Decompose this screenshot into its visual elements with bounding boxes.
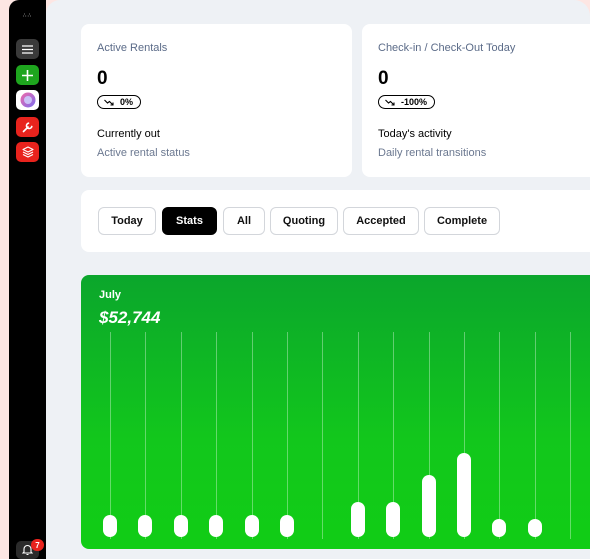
chart-bar[interactable] [209,515,223,537]
tab-stats[interactable]: Stats [162,207,217,235]
chart-gridline [287,332,288,539]
chart-bar[interactable] [245,515,259,537]
trend-value: -100% [401,97,428,107]
chart-bar[interactable] [386,502,400,537]
tab-all[interactable]: All [223,207,265,235]
chart-bar[interactable] [492,519,506,537]
tab-quoting[interactable]: Quoting [270,207,338,235]
tools-button[interactable] [16,117,39,137]
chart-gridline [181,332,182,539]
chart-bar[interactable] [174,515,188,537]
main-content: Active Rentals 0 0% Currently out Active… [46,0,590,559]
chart-bar[interactable] [103,515,117,537]
trend-down-icon [104,99,114,106]
chart-bar[interactable] [528,519,542,537]
chart-gridline [429,332,430,539]
card-value: 0 [97,68,108,89]
card-value: 0 [378,68,389,89]
add-button[interactable] [16,65,39,85]
card-description: Daily rental transitions [378,147,487,159]
avatar-icon [20,92,35,108]
filter-tabs: Today Stats All Quoting Accepted Complet… [81,190,590,252]
chart-gridline [499,332,500,539]
chart-gridline [145,332,146,539]
bell-icon [22,544,33,556]
tab-complete[interactable]: Complete [424,207,500,235]
trend-badge: 0% [97,95,142,109]
chart-gridline [535,332,536,539]
tab-today[interactable]: Today [98,207,156,235]
active-rentals-card: Active Rentals 0 0% Currently out Active… [81,24,352,177]
chart-month: July [99,289,122,301]
monthly-revenue-chart: July $52,744 [81,275,590,549]
chart-gridline [252,332,253,539]
card-label: Active Rentals [97,42,168,54]
chart-bar[interactable] [351,502,365,537]
card-subtitle: Today's activity [378,128,452,140]
menu-button[interactable] [16,39,39,59]
chart-gridline [570,332,571,539]
trend-badge: -100% [378,95,436,109]
chart-gridline [110,332,111,539]
card-description: Active rental status [97,147,190,159]
layers-button[interactable] [16,142,39,162]
chart-bar[interactable] [457,453,471,537]
tab-accepted[interactable]: Accepted [343,207,419,235]
chart-bar[interactable] [280,515,294,537]
avatar-button[interactable] [16,90,39,110]
chart-bar[interactable] [422,475,436,537]
app-logo: ∴∴ [22,13,33,19]
trend-down-icon [385,99,395,106]
menu-icon [22,44,33,54]
chart-gridline [464,332,465,539]
card-subtitle: Currently out [97,128,160,140]
trend-value: 0% [120,97,134,107]
chart-gridline [322,332,323,539]
plus-icon [22,69,33,81]
chart-gridline [216,332,217,539]
chart-bar[interactable] [138,515,152,537]
layers-icon [21,146,34,158]
chart-gridline [358,332,359,539]
wrench-icon [22,122,33,133]
sidebar: ∴∴ 7 [9,0,46,559]
chart-total: $52,744 [99,308,161,327]
chart-gridline [393,332,394,539]
card-label: Check-in / Check-Out Today [378,42,516,54]
notification-badge: 7 [31,539,44,551]
checkin-checkout-card: Check-in / Check-Out Today 0 -100% Today… [362,24,590,177]
